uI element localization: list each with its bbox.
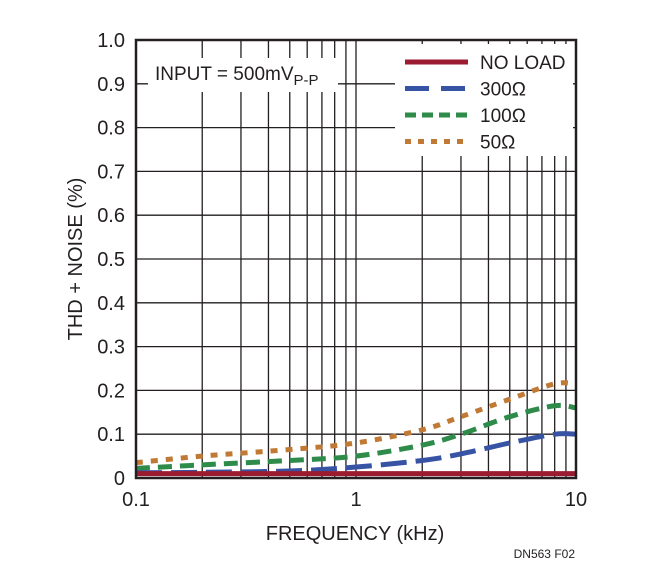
annotation-background	[148, 58, 338, 92]
y-tick-label: 0.4	[97, 293, 125, 315]
y-tick-label: 0.8	[97, 118, 125, 140]
legend-label: 50Ω	[480, 133, 515, 154]
y-tick-label: 0.9	[97, 74, 125, 96]
x-axis-label: FREQUENCY (kHz)	[266, 523, 445, 545]
x-tick-label: 10	[565, 489, 587, 511]
y-axis-label: THD + NOISE (%)	[65, 178, 87, 341]
y-tick-label: 0.6	[97, 205, 125, 227]
x-tick-label: 1	[350, 489, 361, 511]
y-tick-label: 0.3	[97, 337, 125, 359]
x-tick-labels: 0.1 1 10	[122, 489, 587, 511]
plot-frame	[134, 38, 578, 480]
y-tick-labels: 0 0.1 0.2 0.3 0.4 0.5 0.6 0.7 0.8 0.9 1.0	[97, 30, 125, 490]
legend-label: 300Ω	[480, 80, 526, 101]
series-group	[135, 380, 577, 477]
x-tick-label: 0.1	[122, 489, 150, 511]
series-line-50-	[135, 380, 577, 466]
legend-label: 100Ω	[480, 106, 526, 127]
y-tick-label: 0.2	[97, 380, 125, 402]
y-tick-label: 0.5	[97, 249, 125, 271]
y-tick-label: 0.1	[97, 424, 125, 446]
series-line-100-	[135, 402, 577, 471]
input-annotation: INPUT = 500mVP-P	[155, 64, 319, 89]
y-tick-label: 1.0	[97, 30, 125, 52]
figure-id: DN563 F02	[514, 547, 576, 561]
legend-label: NO LOAD	[480, 53, 566, 74]
y-tick-label: 0	[114, 468, 125, 490]
legend: NO LOAD 300Ω 100Ω 50Ω	[395, 44, 573, 156]
y-tick-label: 0.7	[97, 161, 125, 183]
